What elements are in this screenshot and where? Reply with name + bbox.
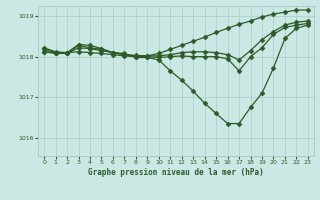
- X-axis label: Graphe pression niveau de la mer (hPa): Graphe pression niveau de la mer (hPa): [88, 168, 264, 177]
